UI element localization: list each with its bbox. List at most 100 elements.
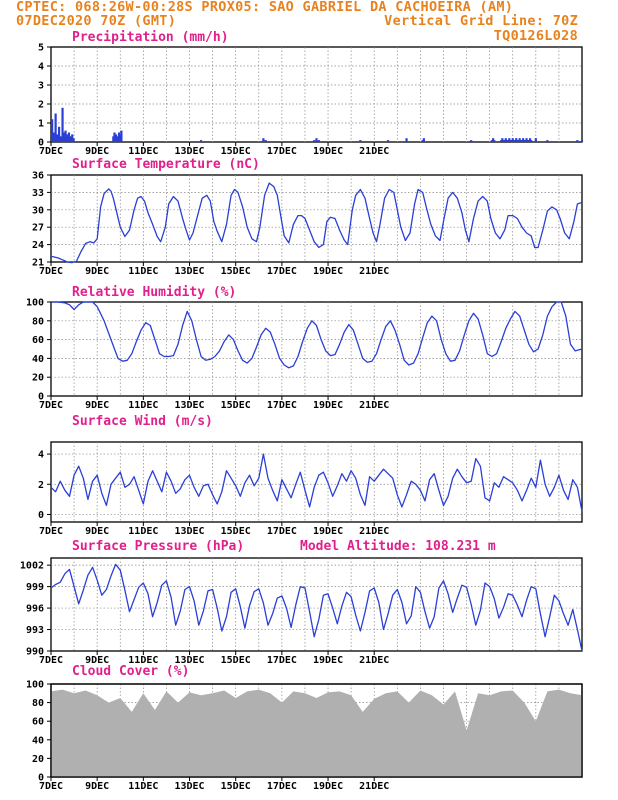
x-tick-label: 17DEC — [267, 781, 297, 792]
y-tick-label: 80 — [32, 698, 44, 709]
y-tick-label: 30 — [32, 205, 44, 216]
panel-frame — [50, 174, 583, 263]
y-tick-label: 0 — [38, 138, 44, 149]
precip-bar — [518, 138, 521, 142]
y-tick-label: 80 — [32, 316, 44, 327]
panel-2: 21 24 27 30 33 36 7DEC 9DEC 11DEC 13DEC 15DEC 17DEC… — [32, 157, 583, 277]
header-grid-info: Vertical Grid Line: 70Z — [384, 13, 578, 29]
x-tick-label: 19DEC — [313, 266, 343, 277]
cloud-area — [51, 689, 582, 777]
precip-bar — [512, 140, 515, 142]
y-tick-label: 36 — [32, 171, 44, 182]
precip-bar — [66, 134, 69, 142]
x-tick-label: 7DEC — [39, 526, 63, 537]
model-altitude-label: Model Altitude: 108.231 m — [300, 539, 496, 554]
precip-bar — [511, 138, 514, 142]
x-tick-label: 9DEC — [85, 781, 109, 792]
x-tick-label: 15DEC — [221, 526, 251, 537]
series-line — [50, 453, 583, 512]
y-tick-label: 5 — [38, 43, 44, 54]
panel-frame — [50, 46, 583, 143]
y-tick-label: 3 — [38, 81, 44, 92]
x-tick-label: 21DEC — [359, 655, 389, 666]
precip-bar — [118, 132, 121, 142]
precip-bar — [524, 140, 527, 142]
precip-bar — [510, 140, 513, 142]
precip-bar — [119, 134, 122, 142]
panel-frame — [50, 441, 583, 523]
y-tick-label: 33 — [32, 188, 44, 199]
precip-bar — [580, 140, 584, 142]
x-tick-label: 21DEC — [359, 146, 389, 157]
x-tick-label: 17DEC — [267, 526, 297, 537]
y-tick-label: 100 — [26, 298, 44, 309]
x-tick-label: 21DEC — [359, 266, 389, 277]
x-tick-label: 7DEC — [39, 781, 63, 792]
series-line — [51, 301, 583, 369]
panel-title: Relative Humidity (%) — [72, 285, 236, 300]
header-date: 07DEC2020 70Z (GMT) — [16, 13, 177, 29]
y-tick-label: 990 — [26, 647, 44, 658]
precip-bar — [522, 138, 525, 142]
y-tick-label: 21 — [32, 258, 44, 269]
y-tick-label: 4 — [38, 450, 44, 461]
precip-bar — [51, 119, 54, 142]
series-line — [50, 563, 583, 652]
x-tick-label: 13DEC — [174, 526, 204, 537]
precip-bar — [67, 132, 71, 142]
precip-bar — [422, 138, 425, 142]
y-tick-label: 20 — [32, 754, 44, 765]
x-tick-label: 19DEC — [313, 655, 343, 666]
header-model-id: TQ0126L028 — [493, 28, 578, 44]
x-tick-label: 15DEC — [221, 400, 251, 411]
precip-bar — [501, 138, 504, 142]
panel-frame-top — [50, 683, 583, 778]
x-tick-label: 13DEC — [174, 655, 204, 666]
precip-bar — [500, 140, 503, 142]
panel-1: 0 1 2 3 4 5 7DEC 9DEC 11DEC 13DEC 15DEC 17DEC 19DEC 2… — [38, 30, 584, 157]
precip-bar — [527, 140, 530, 142]
x-tick-label: 15DEC — [221, 781, 251, 792]
precip-bar — [421, 140, 424, 142]
x-tick-label: 9DEC — [85, 655, 109, 666]
precip-bar — [199, 140, 203, 142]
x-tick-label: 21DEC — [359, 400, 389, 411]
x-tick-label: 11DEC — [128, 266, 158, 277]
precip-bar — [490, 140, 494, 142]
precip-bar — [546, 140, 549, 142]
precip-bar — [59, 136, 62, 142]
y-tick-label: 1002 — [20, 561, 44, 572]
y-tick-label: 60 — [32, 717, 44, 728]
panel-5: 990 993 996 999 1002 7DEC 9DEC 11DEC 13DEC 15DEC 1… — [20, 539, 583, 666]
y-tick-label: 0 — [38, 773, 44, 784]
precip-bar — [386, 140, 390, 142]
x-tick-label: 17DEC — [267, 146, 297, 157]
x-tick-label: 13DEC — [174, 781, 204, 792]
y-tick-label: 2 — [38, 480, 44, 491]
precip-bar — [470, 140, 473, 142]
x-tick-label: 19DEC — [313, 146, 343, 157]
panel-title: Surface Temperature (nC) — [72, 157, 260, 172]
x-tick-label: 17DEC — [267, 400, 297, 411]
x-tick-label: 15DEC — [221, 266, 251, 277]
x-tick-label: 9DEC — [85, 146, 109, 157]
precip-bar — [508, 138, 511, 142]
y-tick-label: 40 — [32, 735, 44, 746]
y-tick-label: 100 — [26, 680, 44, 691]
y-tick-label: 4 — [38, 62, 44, 73]
precip-bar — [493, 140, 496, 142]
y-tick-label: 0 — [38, 510, 44, 521]
precip-bar — [120, 130, 123, 142]
x-tick-label: 9DEC — [85, 266, 109, 277]
panel-frame — [50, 301, 583, 397]
precip-bar — [52, 132, 55, 142]
precip-bar — [504, 138, 507, 142]
x-tick-label: 11DEC — [128, 146, 158, 157]
precip-bar — [71, 134, 74, 142]
precip-bar — [530, 140, 533, 142]
y-tick-label: 2 — [38, 100, 44, 111]
precip-bar — [505, 140, 509, 142]
precip-bar — [523, 140, 526, 142]
y-tick-label: 996 — [26, 604, 44, 615]
